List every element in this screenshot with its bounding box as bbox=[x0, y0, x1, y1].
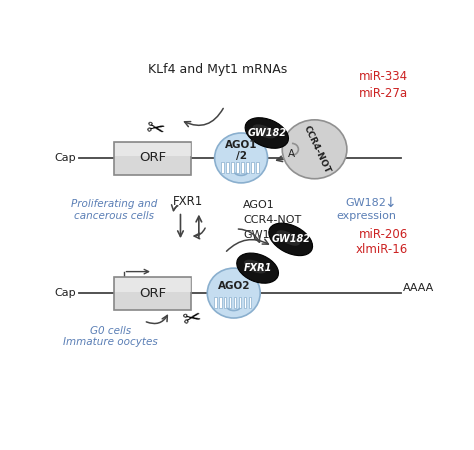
Bar bbox=[251, 162, 254, 173]
Bar bbox=[214, 297, 217, 308]
Bar bbox=[224, 297, 227, 308]
FancyBboxPatch shape bbox=[114, 142, 191, 175]
Ellipse shape bbox=[207, 268, 260, 318]
Bar bbox=[219, 297, 221, 308]
FancyBboxPatch shape bbox=[115, 279, 191, 292]
Bar bbox=[256, 162, 259, 173]
Text: expression: expression bbox=[336, 211, 396, 221]
Bar bbox=[249, 297, 251, 308]
Text: AAAA: AAAA bbox=[403, 283, 434, 293]
Bar bbox=[234, 297, 237, 308]
Text: miR-334: miR-334 bbox=[359, 70, 408, 83]
Text: G0 cells
Immature oocytes: G0 cells Immature oocytes bbox=[64, 326, 158, 347]
Bar bbox=[231, 162, 234, 173]
Bar bbox=[236, 162, 239, 173]
FancyBboxPatch shape bbox=[114, 277, 191, 310]
Text: ORF: ORF bbox=[139, 152, 166, 164]
Text: miR-206: miR-206 bbox=[359, 228, 408, 241]
Text: AGO1
/2: AGO1 /2 bbox=[225, 140, 257, 161]
Ellipse shape bbox=[237, 253, 279, 283]
Bar bbox=[241, 162, 244, 173]
Text: AGO2: AGO2 bbox=[218, 281, 250, 291]
Text: ✂: ✂ bbox=[144, 119, 166, 142]
Bar bbox=[244, 297, 246, 308]
Text: GW182: GW182 bbox=[243, 230, 284, 240]
FancyBboxPatch shape bbox=[115, 143, 191, 157]
Text: ORF: ORF bbox=[139, 287, 166, 300]
Ellipse shape bbox=[276, 230, 300, 246]
Text: KLf4 and Myt1 mRNAs: KLf4 and Myt1 mRNAs bbox=[147, 63, 287, 76]
Text: Cap: Cap bbox=[54, 288, 76, 298]
Text: xlmiR-16: xlmiR-16 bbox=[356, 243, 408, 256]
Ellipse shape bbox=[282, 120, 347, 179]
Bar bbox=[229, 297, 231, 308]
Text: Proliferating and
cancerous cells: Proliferating and cancerous cells bbox=[71, 199, 157, 221]
Text: CCR4-NOT: CCR4-NOT bbox=[301, 124, 331, 175]
Text: miR-27a: miR-27a bbox=[359, 87, 408, 100]
Bar bbox=[239, 297, 241, 308]
Ellipse shape bbox=[245, 118, 289, 148]
Ellipse shape bbox=[244, 260, 266, 274]
Text: CCR4-NOT: CCR4-NOT bbox=[243, 215, 301, 225]
Text: ↓: ↓ bbox=[384, 196, 396, 210]
Ellipse shape bbox=[215, 133, 267, 183]
Text: GW182: GW182 bbox=[271, 234, 310, 244]
Text: GW182: GW182 bbox=[247, 128, 286, 138]
Text: A: A bbox=[288, 149, 295, 159]
Bar bbox=[246, 162, 249, 173]
Text: AGO1: AGO1 bbox=[243, 200, 274, 210]
Text: FXR1: FXR1 bbox=[173, 195, 203, 208]
Bar bbox=[221, 162, 224, 173]
Text: Cap: Cap bbox=[54, 153, 76, 163]
Text: GW182: GW182 bbox=[346, 198, 386, 208]
Text: ✂: ✂ bbox=[181, 308, 202, 331]
Ellipse shape bbox=[253, 124, 276, 139]
Ellipse shape bbox=[269, 223, 312, 256]
Text: FXR1: FXR1 bbox=[244, 263, 272, 273]
Bar bbox=[226, 162, 229, 173]
